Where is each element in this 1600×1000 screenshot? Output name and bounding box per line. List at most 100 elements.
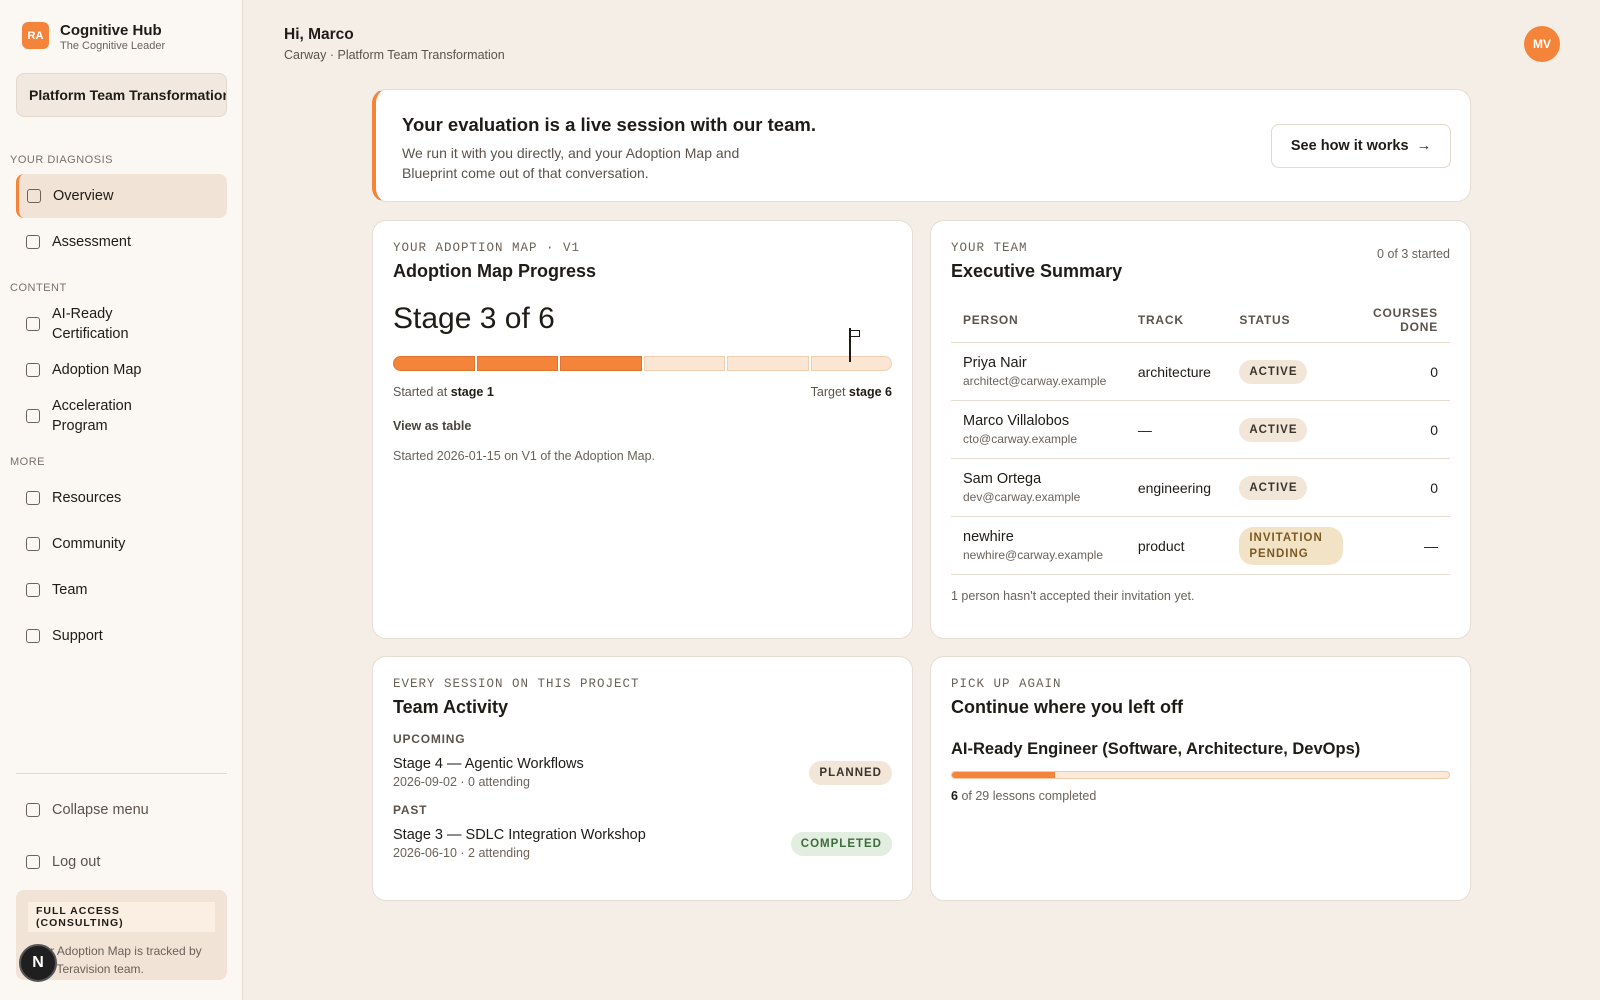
stage-title: Stage 3 of 6 xyxy=(393,302,892,336)
collapse-label: Collapse menu xyxy=(52,802,149,818)
status-cell: ACTIVE xyxy=(1227,400,1362,459)
nav-icon xyxy=(26,537,40,551)
session-info: Stage 4 — Agentic Workflows 2026-09-02 · … xyxy=(393,756,584,789)
nav-icon xyxy=(27,189,41,203)
banner: Your evaluation is a live session with o… xyxy=(372,89,1471,202)
person-email: newhire@carway.example xyxy=(963,548,1104,562)
person-name: Priya Nair xyxy=(963,355,1027,371)
eyebrow: EVERY SESSION ON THIS PROJECT xyxy=(393,677,640,691)
person-cell: Marco Villalobos cto@carway.example xyxy=(951,400,1126,459)
nav-label: Team xyxy=(52,582,88,598)
team-card: YOUR TEAM 0 of 3 started Executive Summa… xyxy=(930,220,1471,639)
eyebrow: PICK UP AGAIN xyxy=(951,677,1062,691)
person-cell: Priya Nair architect@carway.example xyxy=(951,342,1126,401)
nav-item[interactable]: AI-Ready Certification xyxy=(16,302,227,346)
nav-item[interactable]: Resources xyxy=(16,476,227,520)
stage-current: 3 xyxy=(479,302,497,335)
access-badge: FULL ACCESS (CONSULTING) xyxy=(28,902,215,932)
started-count: 0 of 3 started xyxy=(1377,247,1450,261)
lessons-total: 29 xyxy=(975,789,990,803)
stage-segment-done xyxy=(560,356,642,371)
card-title: Adoption Map Progress xyxy=(393,261,597,281)
status-pill: ACTIVE xyxy=(1239,359,1308,384)
person-email: cto@carway.example xyxy=(963,432,1077,446)
stage-segment-done xyxy=(393,356,475,371)
team-row: Marco Villalobos cto@carway.example — ACTIV… xyxy=(951,400,1450,459)
view-table-link[interactable]: View as table xyxy=(393,419,472,433)
stage-range: Started at stage 1 Target stage 6 xyxy=(393,385,892,399)
column-header: TRACK xyxy=(1125,298,1228,343)
session-info: Stage 3 — SDLC Integration Workshop 2026-… xyxy=(393,827,646,860)
stage-of: of xyxy=(504,302,530,335)
nav: YOUR DIAGNOSIS Overview Assessment CONTENT A… xyxy=(0,136,243,660)
nav-item[interactable]: Overview xyxy=(16,174,227,218)
nav-item[interactable]: Acceleration Program xyxy=(16,394,227,438)
nav-item[interactable]: Team xyxy=(16,568,227,612)
person-cell: Sam Ortega dev@carway.example xyxy=(951,458,1126,517)
nav-label: Adoption Map xyxy=(52,362,142,378)
course-progress-track xyxy=(951,771,1450,779)
banner-title: Your evaluation is a live session with o… xyxy=(402,114,816,135)
courses-done: 0 xyxy=(1361,342,1450,401)
nav-section-heading: YOUR DIAGNOSIS xyxy=(10,154,113,166)
see-how-button[interactable]: See how it works → xyxy=(1271,124,1451,168)
target-flag xyxy=(849,328,860,362)
person-email: architect@carway.example xyxy=(963,374,1107,388)
started-stage: stage 1 xyxy=(450,385,494,399)
nav-item[interactable]: Support xyxy=(16,614,227,658)
column-header: COURSES DONE xyxy=(1361,298,1450,343)
access-box: FULL ACCESS (CONSULTING) Your Adoption M… xyxy=(16,890,227,980)
team-table: PERSON TRACK STATUS COURSES DONE Priya Nair a… xyxy=(951,298,1450,575)
nav-icon xyxy=(26,491,40,505)
course-title: AI-Ready Engineer (Software, Architectur… xyxy=(951,740,1361,758)
sidebar: RA Cognitive Hub The Cognitive Leader Pl… xyxy=(0,0,243,1000)
collapse-menu[interactable]: Collapse menu xyxy=(16,788,227,832)
nav-icon xyxy=(26,235,40,249)
track: product xyxy=(1125,516,1228,575)
nav-label: Support xyxy=(52,628,103,644)
logout-label: Log out xyxy=(52,854,101,870)
column-header: PERSON xyxy=(951,298,1126,343)
header-subtitle: Carway · Platform Team Transformation xyxy=(284,48,505,62)
status-pill: ACTIVE xyxy=(1239,475,1308,500)
courses-done: 0 xyxy=(1361,400,1450,459)
stage-prefix: Stage xyxy=(393,302,472,335)
target-label: Target xyxy=(810,385,846,399)
table-body: Priya Nair architect@carway.example archit… xyxy=(951,342,1450,575)
project-select[interactable]: Platform Team Transformation xyxy=(16,73,227,117)
status-cell: ACTIVE xyxy=(1227,458,1362,517)
nav-label: Resources xyxy=(52,490,122,506)
access-text: Your Adoption Map is tracked by your Ter… xyxy=(30,944,202,976)
nav-section-heading: MORE xyxy=(10,456,45,468)
session-status: PLANNED xyxy=(809,760,892,785)
session-title: Stage 3 — SDLC Integration Workshop xyxy=(393,827,646,843)
button-label: See how it works xyxy=(1290,138,1409,154)
fab[interactable]: N xyxy=(19,944,57,982)
activity-groups: UPCOMING Stage 4 — Agentic Workflows 2026-… xyxy=(393,732,892,860)
group-heading: PAST xyxy=(393,803,428,817)
nav-label: Assessment xyxy=(52,234,131,250)
stage-bar xyxy=(393,328,892,371)
session: Stage 4 — Agentic Workflows 2026-09-02 · … xyxy=(393,756,892,789)
nav-item[interactable]: Adoption Map xyxy=(16,348,227,392)
track: architecture xyxy=(1125,342,1228,401)
note: Started 2026-01-15 on V1 of the Adoption… xyxy=(393,449,655,463)
track: — xyxy=(1125,400,1228,459)
track: engineering xyxy=(1125,458,1228,517)
greeting: Hi, Marco xyxy=(284,26,354,43)
stage-segment xyxy=(727,356,809,371)
nav-icon xyxy=(26,317,40,331)
continue-card: PICK UP AGAIN Continue where you left of… xyxy=(930,656,1471,901)
nav-item[interactable]: Community xyxy=(16,522,227,566)
logout[interactable]: Log out xyxy=(16,840,227,884)
nav-icon xyxy=(26,583,40,597)
session-meta: 2026-06-10 · 2 attending xyxy=(393,846,530,860)
lessons-suffix: lessons completed xyxy=(992,789,1097,803)
nav-item[interactable]: Assessment xyxy=(16,220,227,264)
nav-label: Acceleration Program xyxy=(52,398,132,434)
lessons-of: of xyxy=(961,789,972,803)
eyebrow: YOUR TEAM xyxy=(951,241,1028,255)
stage-segment-done xyxy=(476,356,558,371)
avatar[interactable]: MV xyxy=(1524,26,1560,62)
person-name: newhire xyxy=(963,529,1014,545)
